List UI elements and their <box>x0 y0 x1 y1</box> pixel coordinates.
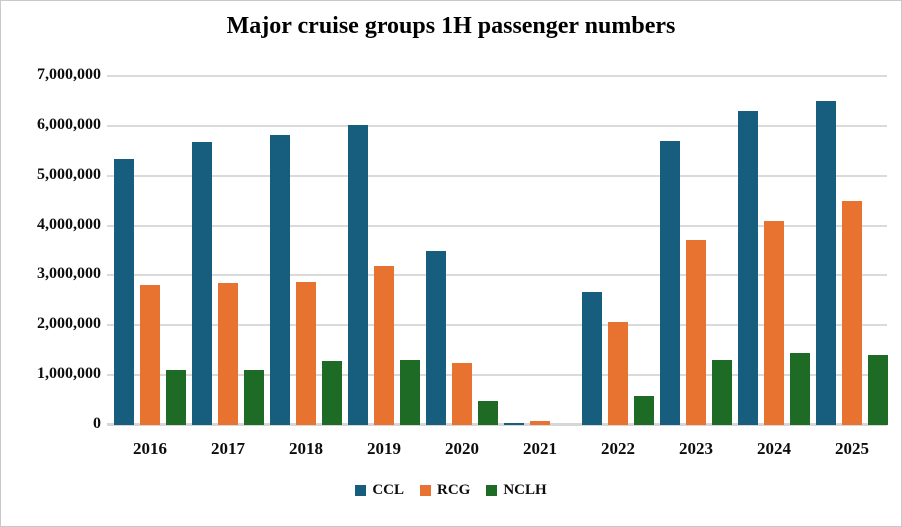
bar-rcg-2018 <box>296 282 316 425</box>
x-axis-tick-label-2016: 2016 <box>133 439 167 458</box>
gridline <box>107 274 887 276</box>
x-axis-tick-label-2022: 2022 <box>601 439 635 458</box>
bar-nclh-2022 <box>634 396 654 425</box>
x-axis-tick-label-2021: 2021 <box>523 439 557 458</box>
x-axis: 2016 2017 2018 2019 2020 2021 2022 2023 2024 2025 <box>111 439 891 465</box>
bar-rcg-2025 <box>842 201 862 425</box>
bar-ccl-2017 <box>192 142 212 425</box>
bar-nclh-2017 <box>244 370 264 425</box>
bar-nclh-2023 <box>712 360 732 425</box>
bar-nclh-2016 <box>166 370 186 425</box>
bar-rcg-2023 <box>686 240 706 425</box>
x-axis-tick-label-2023: 2023 <box>679 439 713 458</box>
bar-nclh-2024 <box>790 353 810 425</box>
gridline <box>107 175 887 177</box>
bar-ccl-2018 <box>270 135 290 425</box>
gridline <box>107 324 887 326</box>
x-axis-tick-label-2025: 2025 <box>835 439 869 458</box>
legend-item-nclh: NCLH <box>486 482 547 499</box>
y-axis: 7,000,000 6,000,000 5,000,000 4,000,000 3,00… <box>5 66 101 432</box>
plot-area <box>107 75 891 426</box>
bar-rcg-2017 <box>218 283 238 425</box>
legend-label-rcg: RCG <box>436 482 471 498</box>
bar-rcg-2022 <box>608 322 628 425</box>
bar-rcg-2021 <box>530 421 550 425</box>
bar-ccl-2022 <box>582 292 602 425</box>
y-axis-tick-label: 3,000,000 <box>37 265 101 282</box>
x-axis-tick-label-2020: 2020 <box>445 439 479 458</box>
bar-nclh-2018 <box>322 361 342 425</box>
bar-ccl-2016 <box>114 159 134 425</box>
bar-ccl-2020 <box>426 251 446 425</box>
bar-ccl-2023 <box>660 141 680 425</box>
x-axis-tick-label-2018: 2018 <box>289 439 323 458</box>
legend-label-nclh: NCLH <box>503 482 547 498</box>
y-axis-tick-label: 4,000,000 <box>37 216 101 233</box>
legend-swatch-ccl-icon <box>355 485 367 496</box>
gridline <box>107 374 887 376</box>
y-axis-tick-label: 1,000,000 <box>37 365 101 382</box>
legend-label-ccl: CCL <box>372 482 404 498</box>
x-axis-tick-label-2024: 2024 <box>757 439 791 458</box>
y-axis-tick-label: 0 <box>93 415 101 432</box>
bar-nclh-2025 <box>868 355 888 425</box>
chart-title: Major cruise groups 1H passenger numbers <box>226 13 676 39</box>
gridline <box>107 75 887 77</box>
legend-item-rcg: RCG <box>419 482 471 499</box>
bar-ccl-2025 <box>816 101 836 425</box>
legend-item-ccl: CCL <box>355 482 404 499</box>
y-axis-tick-label: 5,000,000 <box>37 166 101 183</box>
legend-swatch-rcg-icon <box>419 485 431 496</box>
bar-ccl-2021 <box>504 423 524 425</box>
x-axis-tick-label-2019: 2019 <box>367 439 401 458</box>
bar-rcg-2024 <box>764 221 784 425</box>
bar-rcg-2020 <box>452 363 472 425</box>
bar-ccl-2019 <box>348 125 368 425</box>
bar-ccl-2024 <box>738 111 758 425</box>
bar-nclh-2020 <box>478 401 498 425</box>
x-axis-tick-label-2017: 2017 <box>211 439 245 458</box>
legend-swatch-nclh-icon <box>486 485 498 496</box>
y-axis-tick-label: 2,000,000 <box>37 315 101 332</box>
legend: CCL RCG NCLH <box>1 482 901 499</box>
bar-rcg-2019 <box>374 266 394 425</box>
gridline <box>107 225 887 227</box>
bar-rcg-2016 <box>140 285 160 425</box>
y-axis-tick-label: 7,000,000 <box>37 66 101 83</box>
gridline <box>107 125 887 127</box>
y-axis-tick-label: 6,000,000 <box>37 116 101 133</box>
bar-nclh-2019 <box>400 360 420 425</box>
